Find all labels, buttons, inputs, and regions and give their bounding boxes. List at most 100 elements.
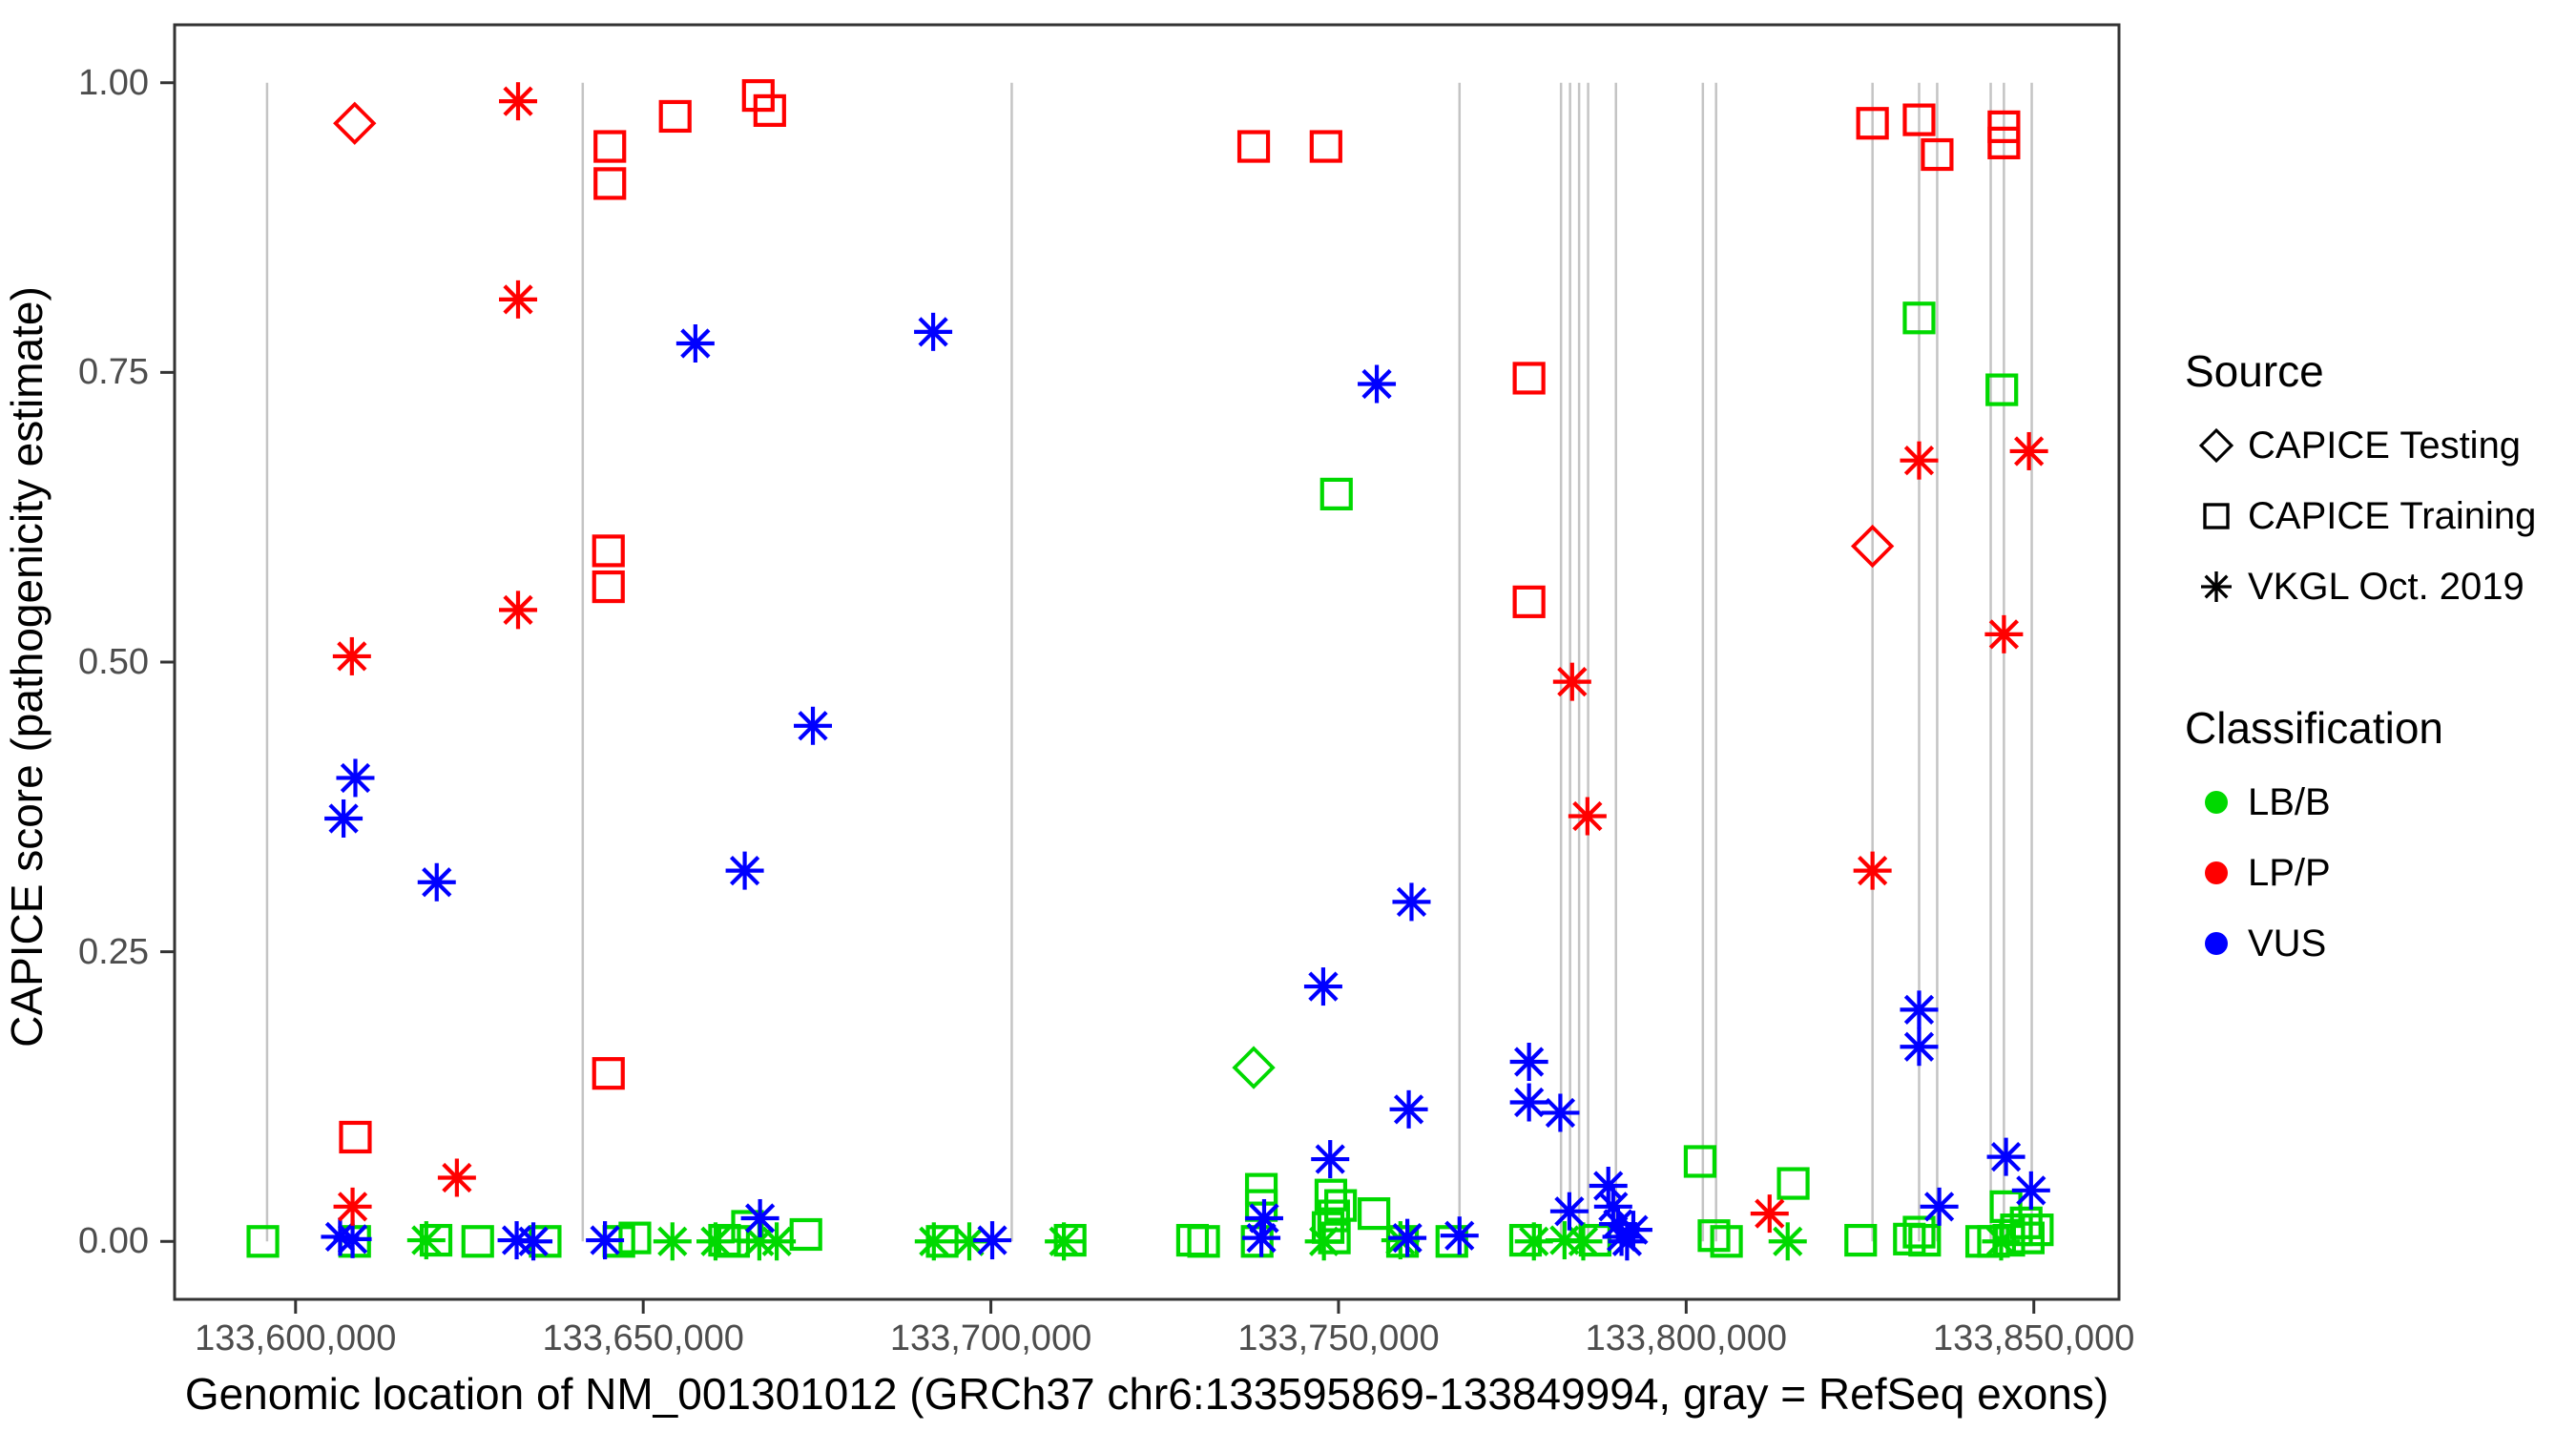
data-point-asterisk (586, 1221, 625, 1260)
x-tick-label: 133,650,000 (542, 1318, 744, 1358)
data-point-square (592, 570, 625, 604)
data-point-asterisk (1552, 662, 1591, 701)
data-point-square (618, 1221, 652, 1255)
data-point-asterisk (499, 591, 538, 630)
data-point-asterisk (333, 1219, 372, 1258)
data-point-asterisk (973, 1221, 1012, 1260)
data-point-asterisk (794, 706, 833, 745)
data-point-asterisk (1613, 1211, 1652, 1250)
data-point-square (1175, 1223, 1210, 1257)
data-point-square (1902, 1215, 1936, 1249)
data-point-square (1311, 1211, 1345, 1244)
data-point-asterisk (1920, 1187, 1959, 1226)
y-tick-label: 0.75 (78, 352, 149, 393)
data-point-square (593, 130, 627, 163)
x-axis-title: Genomic location of NM_001301012 (GRCh37… (184, 1369, 2109, 1419)
square-icon (2185, 489, 2248, 543)
data-point-square (1710, 1225, 1743, 1258)
data-point-square (1921, 137, 1954, 172)
data-point-asterisk (514, 1222, 553, 1261)
legend-item-label: VKGL Oct. 2019 (2248, 565, 2524, 608)
panel-border (173, 23, 2121, 1301)
data-point-asterisk (333, 1187, 372, 1226)
x-tick-label: 133,850,000 (1933, 1318, 2135, 1358)
data-point-asterisk (1541, 1093, 1580, 1132)
data-point-asterisk (1986, 1137, 2025, 1176)
data-point-circle (2205, 932, 2228, 955)
data-point-asterisk (2009, 431, 2048, 470)
legend-title-source: Source (2185, 346, 2324, 396)
data-point-square (1683, 1145, 1717, 1178)
data-point-square (1508, 1223, 1543, 1257)
data-point-asterisk (1303, 967, 1342, 1006)
legend-item-vus: VUS (2185, 908, 2566, 979)
data-point-square (592, 1057, 625, 1090)
data-point-square (1187, 1225, 1220, 1258)
data-point-square (1908, 1223, 1942, 1257)
legend-title-classification: Classification (2185, 703, 2443, 753)
legend-item-label: LB/B (2248, 780, 2331, 823)
data-point-asterisk (1900, 441, 1939, 480)
data-point-square (1844, 1223, 1878, 1257)
data-point-asterisk (332, 636, 371, 675)
data-point-diamond (1232, 1046, 1276, 1089)
data-point-asterisk (499, 280, 538, 319)
legend-item-lpp: LP/P (2185, 838, 2566, 908)
data-point-square (1317, 1199, 1350, 1233)
data-point-asterisk (653, 1222, 692, 1261)
data-point-asterisk (1392, 882, 1431, 922)
data-point-square (753, 93, 786, 127)
data-point-square (1985, 373, 2019, 406)
legend-item-lbb: LB/B (2185, 767, 2566, 838)
data-point-square (1314, 1178, 1348, 1212)
data-point-square (1319, 477, 1353, 510)
data-point-asterisk (1509, 1083, 1548, 1122)
data-point-asterisk (2201, 571, 2232, 602)
data-point-asterisk (1311, 1140, 1350, 1179)
data-point-asterisk (2011, 1171, 2050, 1210)
data-point-asterisk (336, 758, 375, 798)
data-point-diamond (1850, 524, 1895, 569)
blue-dot-icon (2185, 917, 2248, 970)
data-point-square (592, 534, 625, 568)
data-point-square (2021, 1213, 2054, 1247)
data-point-asterisk (1568, 797, 1607, 836)
data-point-square (1053, 1223, 1087, 1257)
data-point-square (1856, 107, 1889, 140)
data-point-asterisk (1900, 990, 1939, 1029)
data-point-square (658, 99, 692, 134)
legend-item-capice-testing: CAPICE Testing (2185, 410, 2566, 481)
y-tick-label: 0.25 (78, 931, 149, 972)
data-point-square (1776, 1167, 1810, 1200)
red-dot-icon (2185, 846, 2248, 900)
legend-group-source: Source CAPICE Testing CAPICE Training VK… (2185, 345, 2566, 622)
data-point-square (593, 167, 627, 200)
y-tick-label: 0.50 (78, 642, 149, 682)
data-point-diamond (2198, 427, 2234, 464)
data-point-square (1236, 130, 1271, 163)
data-point-asterisk (1984, 614, 2024, 653)
data-point-asterisk (324, 798, 364, 838)
legend-item-label: VUS (2248, 922, 2327, 964)
legend-item-vkgl: VKGL Oct. 2019 (2185, 551, 2566, 622)
data-point-square (1358, 1197, 1391, 1231)
data-point-asterisk (675, 324, 715, 363)
legend-item-capice-training: CAPICE Training (2185, 481, 2566, 551)
data-point-square (1902, 103, 1936, 136)
data-point-square (339, 1120, 372, 1154)
data-point-asterisk (1549, 1192, 1589, 1231)
data-point-asterisk (1900, 1027, 1939, 1067)
diamond-icon (2185, 419, 2248, 472)
data-point-square (1385, 1225, 1420, 1258)
x-tick-label: 133,600,000 (195, 1318, 397, 1358)
data-point-square (419, 1223, 453, 1257)
legend-item-label: CAPICE Training (2248, 494, 2537, 537)
data-point-asterisk (437, 1158, 476, 1197)
data-point-square (461, 1225, 494, 1258)
data-point-asterisk (1750, 1194, 1789, 1234)
legend-item-label: CAPICE Testing (2248, 424, 2522, 467)
data-point-square (1309, 130, 1342, 163)
legend-group-classification: Classification LB/B LP/P VUS (2185, 702, 2566, 979)
data-point-circle (2205, 861, 2228, 884)
